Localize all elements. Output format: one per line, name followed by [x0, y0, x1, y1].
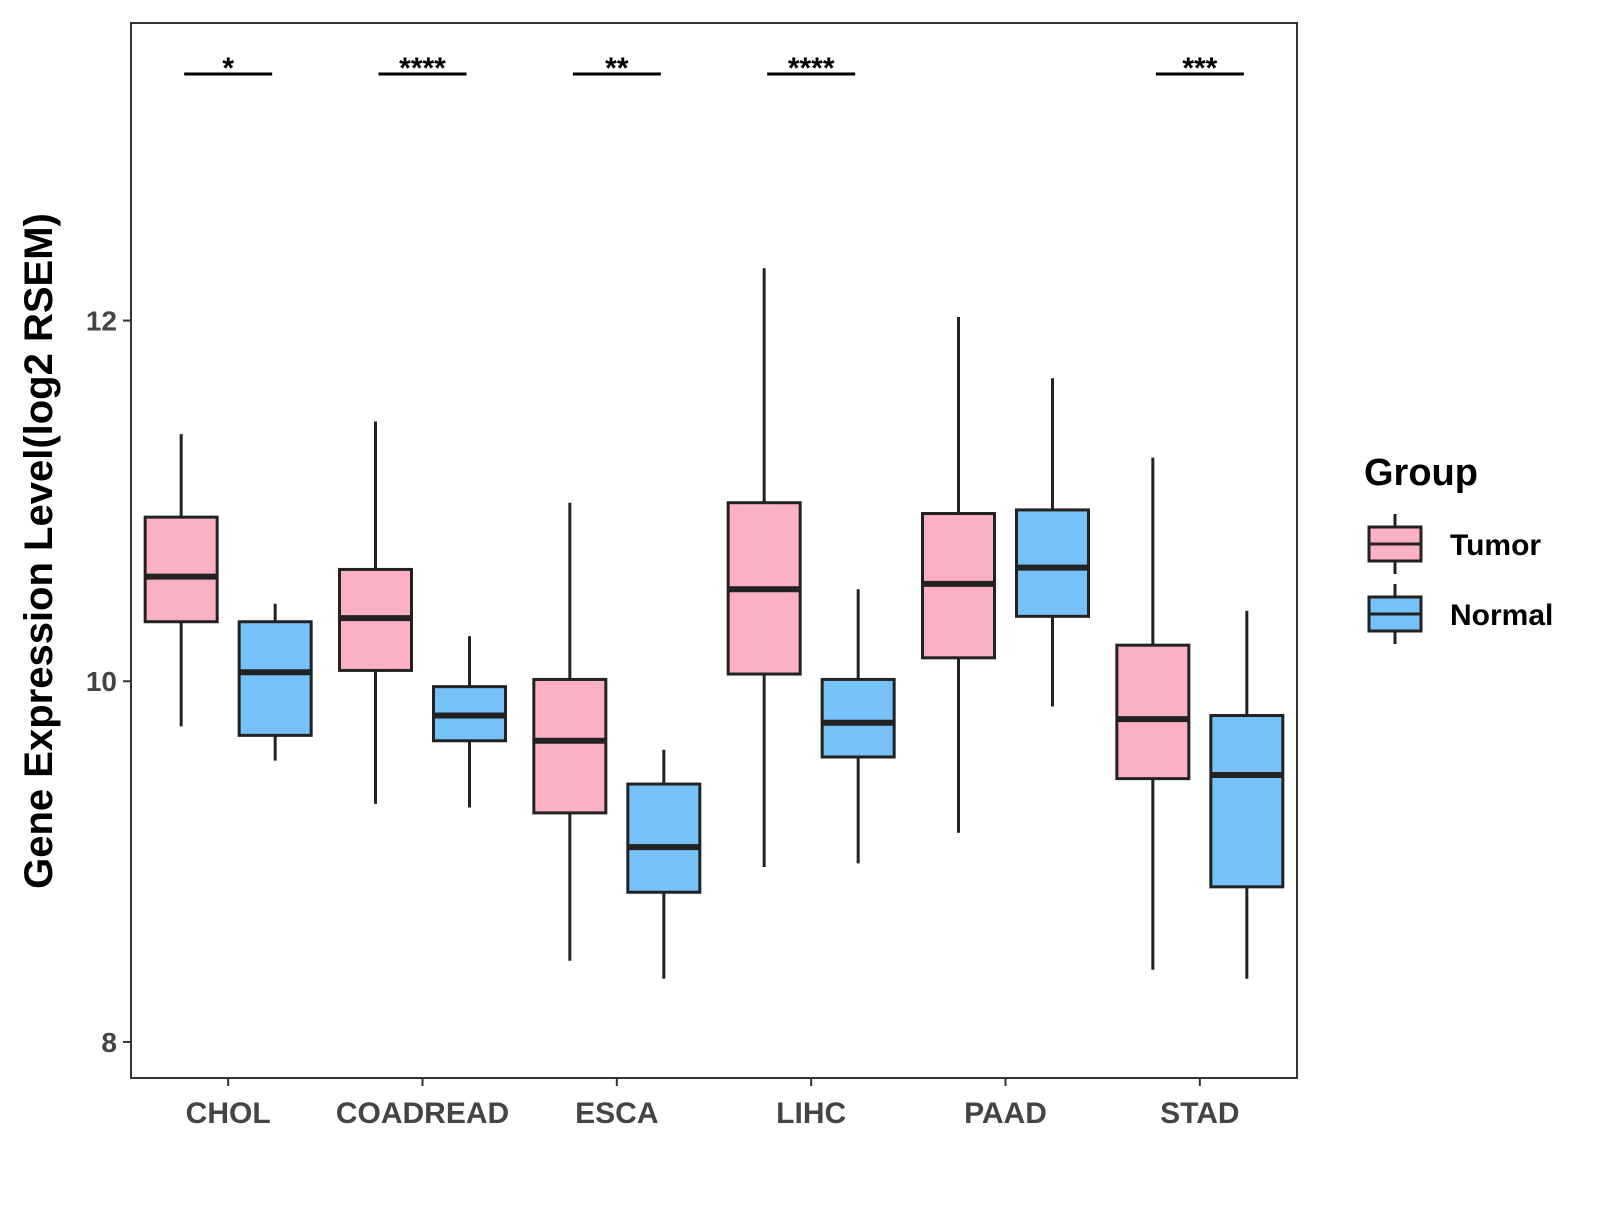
y-tick-label-8: 8	[101, 1027, 117, 1058]
legend-label-normal: Normal	[1450, 599, 1553, 632]
x-tick-label-chol: CHOL	[186, 1097, 271, 1130]
box-iqr	[1115, 643, 1191, 781]
box-iqr	[532, 677, 608, 815]
legend-label-tumor: Tumor	[1450, 529, 1541, 562]
legend: Group Tumor Normal	[1364, 452, 1553, 644]
box-normal-paad	[1015, 378, 1090, 707]
box-tumor-paad	[921, 316, 996, 833]
legend-item-normal: Normal	[1367, 584, 1553, 644]
box-tumor-coadread	[338, 421, 413, 804]
x-tick-label-coadread: COADREAD	[336, 1097, 509, 1130]
legend-item-tumor: Tumor	[1367, 514, 1541, 574]
plot-panel-border	[130, 22, 1298, 1079]
x-tick-label-stad: STAD	[1160, 1097, 1239, 1130]
box-tumor-lihc	[726, 268, 802, 867]
x-tick-label-paad: PAAD	[964, 1097, 1047, 1130]
x-tick-label-lihc: LIHC	[776, 1097, 846, 1130]
significance-label-stad: ***	[1182, 52, 1217, 85]
box-iqr	[237, 620, 313, 737]
box-iqr	[1209, 714, 1285, 889]
box-tumor-esca	[532, 502, 608, 961]
box-iqr	[143, 515, 219, 624]
significance-label-coadread: ****	[399, 52, 446, 85]
box-normal-stad	[1209, 610, 1285, 979]
legend-title: Group	[1364, 452, 1478, 494]
y-tick-label-10: 10	[86, 666, 117, 697]
y-axis-title: Gene Expression Level(log2 RSEM)	[17, 213, 61, 889]
box-normal-lihc	[820, 589, 896, 864]
box-iqr	[820, 677, 896, 759]
significance-label-lihc: ****	[788, 52, 835, 85]
box-tumor-chol	[143, 434, 219, 727]
significance-label-esca: **	[605, 52, 629, 85]
axis-layer: 8 10 12 CHOL COADREAD ESCA LIHC PAAD STAD	[86, 306, 1240, 1130]
box-iqr	[626, 782, 702, 894]
box-iqr	[1015, 508, 1090, 618]
box-tumor-stad	[1115, 457, 1191, 970]
plot-layer: * **** ** **** ***	[143, 52, 1285, 979]
x-tick-label-esca: ESCA	[575, 1097, 658, 1130]
box-normal-coadread	[432, 636, 507, 808]
y-tick-label-12: 12	[86, 306, 117, 337]
box-normal-chol	[237, 603, 313, 761]
box-normal-esca	[626, 749, 702, 979]
significance-label-chol: *	[222, 52, 234, 85]
